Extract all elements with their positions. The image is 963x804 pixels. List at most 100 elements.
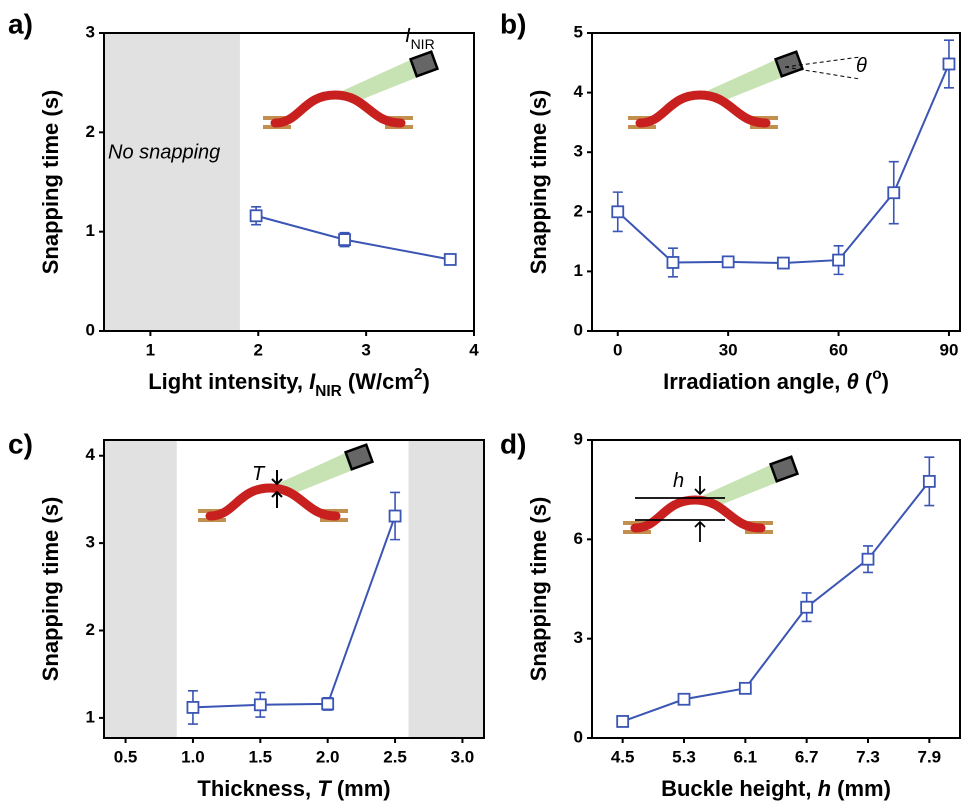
laser (408, 50, 440, 78)
clamp (198, 509, 226, 513)
label-part: ) (882, 369, 889, 394)
data-point (776, 256, 790, 270)
x-tick-label: 2.5 (383, 747, 407, 766)
y-tick-label: 4 (574, 82, 584, 101)
y-axis-title: Snapping time (s) (38, 497, 63, 682)
x-tick-label: 1.5 (248, 747, 272, 766)
series-line (622, 480, 931, 723)
data-point (832, 253, 845, 267)
y-tick-label: 3 (574, 142, 583, 161)
label-part: 2 (414, 366, 423, 383)
plot-frame (103, 439, 485, 739)
clamp (320, 509, 348, 513)
label-part: Light intensity, (148, 369, 309, 394)
label-part: I (405, 25, 411, 47)
label-part: I (309, 369, 316, 394)
strip (630, 495, 766, 533)
angle-guides (784, 56, 861, 80)
label-part: Buckle height, (661, 776, 817, 801)
panel-label: d) (500, 428, 526, 459)
plot-frame (103, 32, 475, 332)
clamp (750, 116, 778, 120)
strip (635, 90, 771, 128)
label-part: θ (856, 55, 867, 77)
laser-beam (333, 57, 423, 103)
plot-frame (591, 439, 961, 739)
y-tick-label: 2 (574, 201, 583, 220)
x-tick-label: 7.3 (856, 747, 880, 766)
x-tick-label: 4 (469, 340, 479, 359)
laser (773, 50, 805, 78)
data-point (388, 509, 402, 523)
x-tick-label: 3.0 (451, 747, 475, 766)
data-point (249, 209, 263, 223)
y-tick-label: 1 (86, 707, 95, 726)
x-axis-title: Buckle height, h (mm) (661, 776, 891, 801)
y-tick-label: 3 (574, 628, 583, 647)
clamp (385, 116, 413, 120)
data-point (611, 205, 625, 219)
shaded-region (104, 440, 177, 738)
label-part: T (317, 776, 332, 801)
height-guides (635, 476, 725, 542)
strip (270, 90, 406, 128)
x-axis-title: Thickness, T (mm) (197, 776, 390, 801)
x-tick-label: 90 (939, 340, 958, 359)
data-point (321, 697, 335, 711)
data-point (666, 256, 680, 269)
data-point (861, 552, 875, 566)
data-point (338, 233, 351, 247)
y-tick-label: 4 (86, 445, 96, 464)
y-tick-label: 3 (86, 533, 95, 552)
inset-label: T (252, 463, 266, 485)
x-tick-label: 6.7 (795, 747, 819, 766)
annotation: No snapping (108, 141, 220, 163)
data-point (942, 57, 956, 71)
thickness-arrows (271, 470, 283, 508)
y-tick-label: 9 (574, 429, 583, 448)
y-tick-label: 2 (86, 620, 95, 639)
x-tick-label: 0 (613, 340, 622, 359)
y-tick-label: 5 (574, 22, 583, 41)
inset-label: h (673, 470, 684, 492)
data-point (677, 692, 691, 706)
data-point (800, 600, 814, 614)
label-part: ( (859, 369, 873, 394)
laser-beam (693, 462, 783, 508)
y-tick-label: 1 (574, 261, 583, 280)
x-tick-label: 2 (254, 340, 263, 359)
label-part: θ (846, 369, 858, 394)
x-tick-label: 3 (361, 340, 370, 359)
x-tick-label: 2.0 (316, 747, 340, 766)
x-tick-label: 1 (146, 340, 155, 359)
label-part: (W/cm (342, 369, 414, 394)
y-tick-label: 0 (86, 320, 95, 339)
x-tick-label: 30 (719, 340, 738, 359)
x-tick-label: 1.0 (181, 747, 205, 766)
label-part: ) (422, 369, 429, 394)
clamp (628, 116, 656, 120)
x-tick-label: 7.9 (918, 747, 942, 766)
data-point (443, 253, 457, 266)
y-axis-title: Snapping time (s) (526, 497, 551, 682)
laser-beam (268, 450, 358, 496)
clamp (745, 521, 773, 525)
x-tick-label: 5.3 (672, 747, 696, 766)
y-tick-label: 2 (86, 122, 95, 141)
label-part: Irradiation angle, (663, 369, 846, 394)
y-tick-label: 0 (574, 320, 583, 339)
label-part: NIR (315, 383, 342, 400)
y-axis-title: Snapping time (s) (526, 90, 551, 275)
panel-label: c) (8, 428, 33, 459)
shaded-region (408, 440, 484, 738)
label-part: (mm) (831, 776, 891, 801)
label-part: h (818, 776, 831, 801)
clamp (263, 116, 291, 120)
label-part: h (673, 470, 684, 492)
label-part: NIR (411, 36, 435, 52)
series-line (255, 214, 451, 261)
shaded-region (104, 33, 240, 331)
strip (205, 483, 341, 521)
label-part: T (252, 463, 266, 485)
